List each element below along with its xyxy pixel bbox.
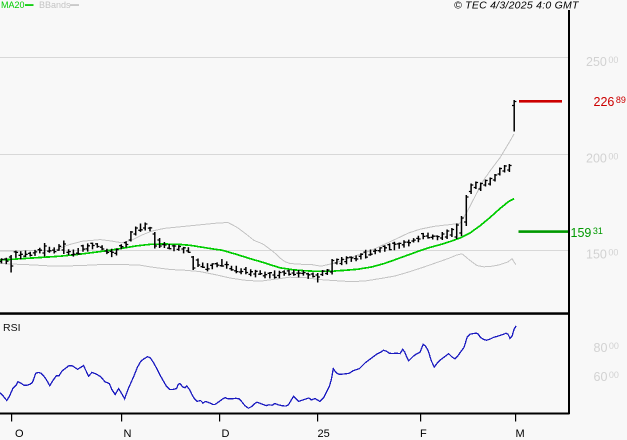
svg-text:25: 25 bbox=[318, 428, 330, 440]
svg-text:N: N bbox=[124, 428, 132, 440]
svg-text:© TEC 4/3/2025 4:0 GMT: © TEC 4/3/2025 4:0 GMT bbox=[454, 0, 580, 12]
svg-text:BBands: BBands bbox=[39, 0, 71, 10]
svg-text:MA20: MA20 bbox=[1, 0, 25, 10]
svg-text:F: F bbox=[420, 428, 427, 440]
svg-text:RSI: RSI bbox=[3, 322, 21, 334]
svg-text:M: M bbox=[516, 428, 525, 440]
svg-text:O: O bbox=[15, 428, 24, 440]
svg-text:D: D bbox=[222, 428, 230, 440]
